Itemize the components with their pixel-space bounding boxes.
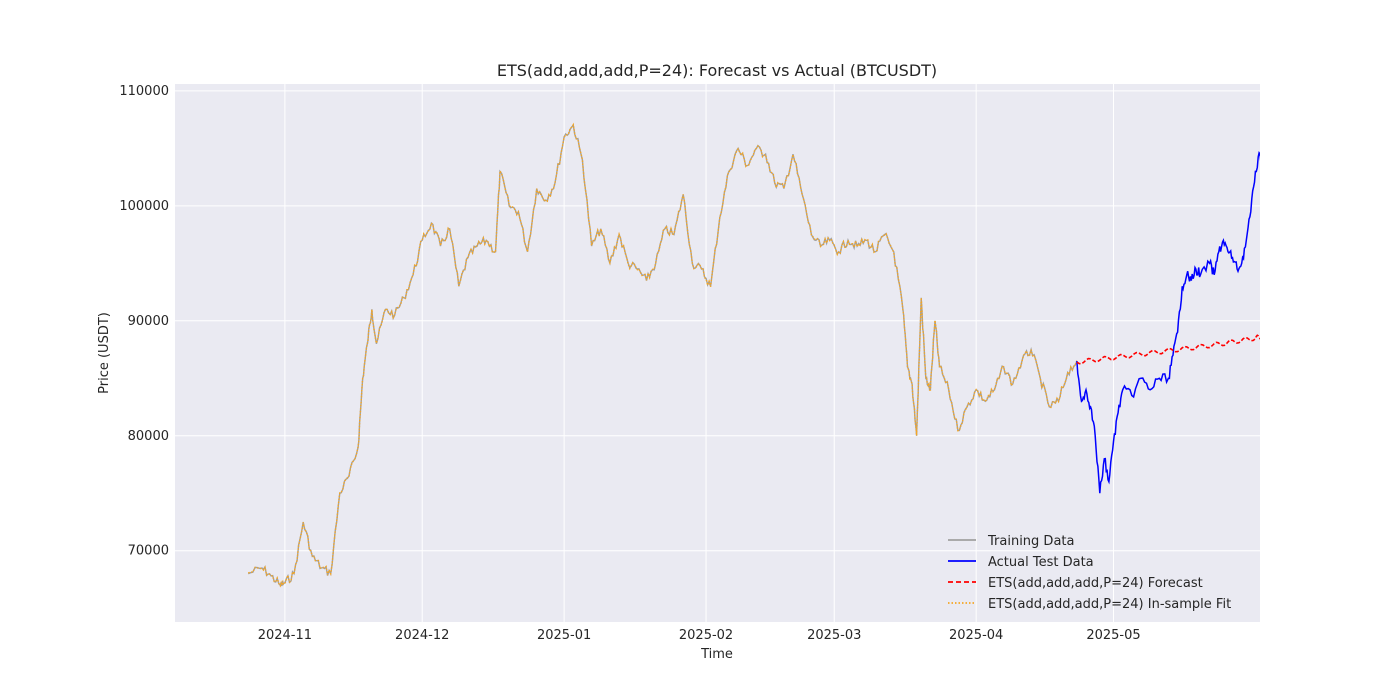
y-tick-label: 100000 — [119, 199, 169, 214]
x-tick-label: 2024-11 — [258, 628, 312, 643]
series-insample-fit — [247, 122, 1078, 588]
series-forecast — [1076, 334, 1260, 365]
chart-title: ETS(add,add,add,P=24): Forecast vs Actua… — [497, 61, 937, 80]
y-axis-ticks: 70000 80000 90000 100000 110000 — [119, 84, 169, 559]
y-tick-label: 70000 — [128, 544, 169, 559]
legend-label: ETS(add,add,add,P=24) In-sample Fit — [988, 597, 1231, 612]
legend: Training Data Actual Test Data ETS(add,add… — [948, 534, 1231, 612]
legend-label: Actual Test Data — [988, 555, 1094, 570]
legend-label: Training Data — [987, 534, 1074, 549]
legend-label: ETS(add,add,add,P=24) Forecast — [988, 576, 1203, 591]
x-tick-label: 2025-05 — [1086, 628, 1140, 643]
y-tick-label: 90000 — [128, 314, 169, 329]
y-tick-label: 110000 — [119, 84, 169, 99]
series-layer — [247, 122, 1260, 588]
x-tick-label: 2025-01 — [537, 628, 591, 643]
x-tick-label: 2024-12 — [395, 628, 449, 643]
y-axis-label: Price (USDT) — [97, 312, 112, 394]
y-tick-label: 80000 — [128, 429, 169, 444]
plot-background — [175, 84, 1260, 622]
x-tick-label: 2025-02 — [679, 628, 733, 643]
series-actual-test-data — [1076, 150, 1260, 494]
x-tick-label: 2025-04 — [949, 628, 1003, 643]
x-axis-label: Time — [700, 647, 733, 662]
x-axis-ticks: 2024-11 2024-12 2025-01 2025-02 2025-03 2025-… — [258, 628, 1141, 643]
grid — [175, 84, 1260, 622]
x-tick-label: 2025-03 — [807, 628, 861, 643]
